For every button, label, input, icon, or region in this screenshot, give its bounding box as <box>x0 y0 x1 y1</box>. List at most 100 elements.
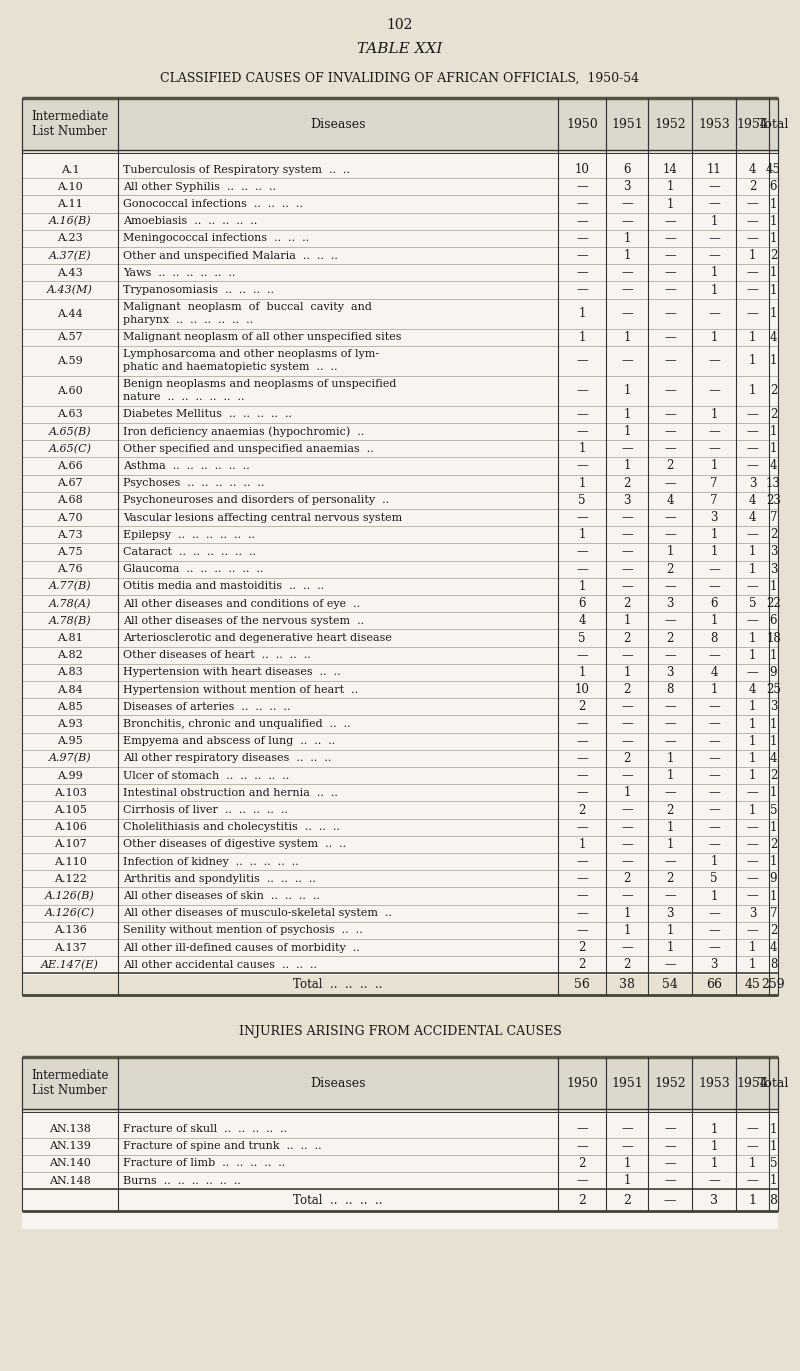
Text: 1: 1 <box>710 459 718 473</box>
Text: 1: 1 <box>623 250 630 262</box>
Text: —: — <box>708 648 720 662</box>
Text: A.82: A.82 <box>57 650 83 661</box>
Text: 1: 1 <box>749 250 756 262</box>
Text: —: — <box>621 941 633 954</box>
Text: 1: 1 <box>770 890 777 902</box>
Text: Diseases: Diseases <box>310 118 366 130</box>
Text: —: — <box>746 838 758 851</box>
Text: 1: 1 <box>749 562 756 576</box>
Text: —: — <box>708 924 720 936</box>
Text: —: — <box>664 511 676 524</box>
Text: 4: 4 <box>770 330 778 344</box>
Text: —: — <box>621 197 633 211</box>
Text: 2: 2 <box>578 803 586 817</box>
Text: —: — <box>708 443 720 455</box>
Text: 1: 1 <box>578 330 586 344</box>
Text: Diseases: Diseases <box>310 1076 366 1090</box>
Text: 1: 1 <box>749 330 756 344</box>
Text: 3: 3 <box>623 494 630 507</box>
Text: —: — <box>621 528 633 542</box>
Text: Hypertension without mention of heart  ..: Hypertension without mention of heart .. <box>123 684 358 695</box>
Text: 2: 2 <box>666 459 674 473</box>
Text: 66: 66 <box>706 978 722 991</box>
Text: Malignant  neoplasm  of  buccal  cavity  and: Malignant neoplasm of buccal cavity and <box>123 302 372 313</box>
Text: A.85: A.85 <box>57 702 83 712</box>
Text: —: — <box>664 787 676 799</box>
Text: —: — <box>664 409 676 421</box>
Text: 1: 1 <box>770 307 777 319</box>
Text: —: — <box>708 197 720 211</box>
Text: 2: 2 <box>770 384 777 398</box>
Text: —: — <box>576 284 588 296</box>
Text: 1: 1 <box>623 232 630 245</box>
Text: 1: 1 <box>749 648 756 662</box>
Text: 54: 54 <box>662 978 678 991</box>
Text: —: — <box>621 1123 633 1135</box>
Text: A.23: A.23 <box>57 233 83 244</box>
Text: —: — <box>664 1157 676 1169</box>
Text: 7: 7 <box>770 511 778 524</box>
Bar <box>22 154 778 975</box>
Text: Cholelithiasis and cholecystitis  ..  ..  ..: Cholelithiasis and cholecystitis .. .. .… <box>123 823 340 832</box>
Text: —: — <box>621 856 633 868</box>
Text: 1: 1 <box>749 1194 757 1206</box>
Text: 2: 2 <box>749 181 756 193</box>
Text: Yaws  ..  ..  ..  ..  ..  ..: Yaws .. .. .. .. .. .. <box>123 267 235 278</box>
Text: 45: 45 <box>766 163 781 175</box>
Text: —: — <box>708 1174 720 1187</box>
Text: 1: 1 <box>770 580 777 592</box>
Text: All other accidental causes  ..  ..  ..: All other accidental causes .. .. .. <box>123 960 317 969</box>
Text: 2: 2 <box>770 528 777 542</box>
Text: 8: 8 <box>770 958 777 971</box>
Text: 1: 1 <box>578 528 586 542</box>
Text: 102: 102 <box>387 18 413 32</box>
Text: Ulcer of stomach  ..  ..  ..  ..  ..: Ulcer of stomach .. .. .. .. .. <box>123 771 290 780</box>
Text: Diseases of arteries  ..  ..  ..  ..: Diseases of arteries .. .. .. .. <box>123 702 290 712</box>
Text: Total  ..  ..  ..  ..: Total .. .. .. .. <box>294 978 382 991</box>
Text: A.78(A): A.78(A) <box>49 599 91 609</box>
Text: Fracture of limb  ..  ..  ..  ..  ..: Fracture of limb .. .. .. .. .. <box>123 1158 286 1168</box>
Text: 1: 1 <box>749 354 756 367</box>
Text: —: — <box>621 821 633 834</box>
Text: —: — <box>664 307 676 319</box>
Text: All other diseases of the nervous system  ..: All other diseases of the nervous system… <box>123 616 364 625</box>
Text: 7: 7 <box>710 477 718 489</box>
Text: 1: 1 <box>749 735 756 747</box>
Text: 1: 1 <box>710 683 718 696</box>
Text: Senility without mention of psychosis  ..  ..: Senility without mention of psychosis ..… <box>123 925 362 935</box>
Text: 3: 3 <box>710 511 718 524</box>
Text: CLASSIFIED CAUSES OF INVALIDING OF AFRICAN OFFICIALS,  1950-54: CLASSIFIED CAUSES OF INVALIDING OF AFRIC… <box>161 73 639 85</box>
Text: 3: 3 <box>710 958 718 971</box>
Text: A.122: A.122 <box>54 873 86 884</box>
Text: —: — <box>708 232 720 245</box>
Text: Psychoses  ..  ..  ..  ..  ..  ..: Psychoses .. .. .. .. .. .. <box>123 478 264 488</box>
Text: 1: 1 <box>770 197 777 211</box>
Text: 2: 2 <box>770 838 777 851</box>
Text: 3: 3 <box>666 906 674 920</box>
Text: 1: 1 <box>770 1139 777 1153</box>
Text: 1: 1 <box>578 307 586 319</box>
Text: 18: 18 <box>766 632 781 644</box>
Text: 2: 2 <box>578 701 586 713</box>
Text: AN.148: AN.148 <box>49 1175 91 1186</box>
Text: —: — <box>621 511 633 524</box>
Text: 1: 1 <box>749 717 756 731</box>
Text: —: — <box>664 330 676 344</box>
Text: 1: 1 <box>666 181 674 193</box>
Text: 1: 1 <box>770 821 777 834</box>
Text: —: — <box>664 528 676 542</box>
Text: Intermediate
List Number: Intermediate List Number <box>31 110 109 138</box>
Text: 1: 1 <box>710 409 718 421</box>
Text: —: — <box>746 1139 758 1153</box>
Text: A.67: A.67 <box>57 478 83 488</box>
Text: —: — <box>621 769 633 781</box>
Text: 1953: 1953 <box>698 118 730 130</box>
Text: 1: 1 <box>623 1174 630 1187</box>
Text: A.99: A.99 <box>57 771 83 780</box>
Text: —: — <box>576 562 588 576</box>
Text: —: — <box>746 614 758 628</box>
Text: A.106: A.106 <box>54 823 86 832</box>
Text: 1: 1 <box>578 477 586 489</box>
Text: Fracture of skull  ..  ..  ..  ..  ..: Fracture of skull .. .. .. .. .. <box>123 1124 287 1134</box>
Text: 1: 1 <box>710 856 718 868</box>
